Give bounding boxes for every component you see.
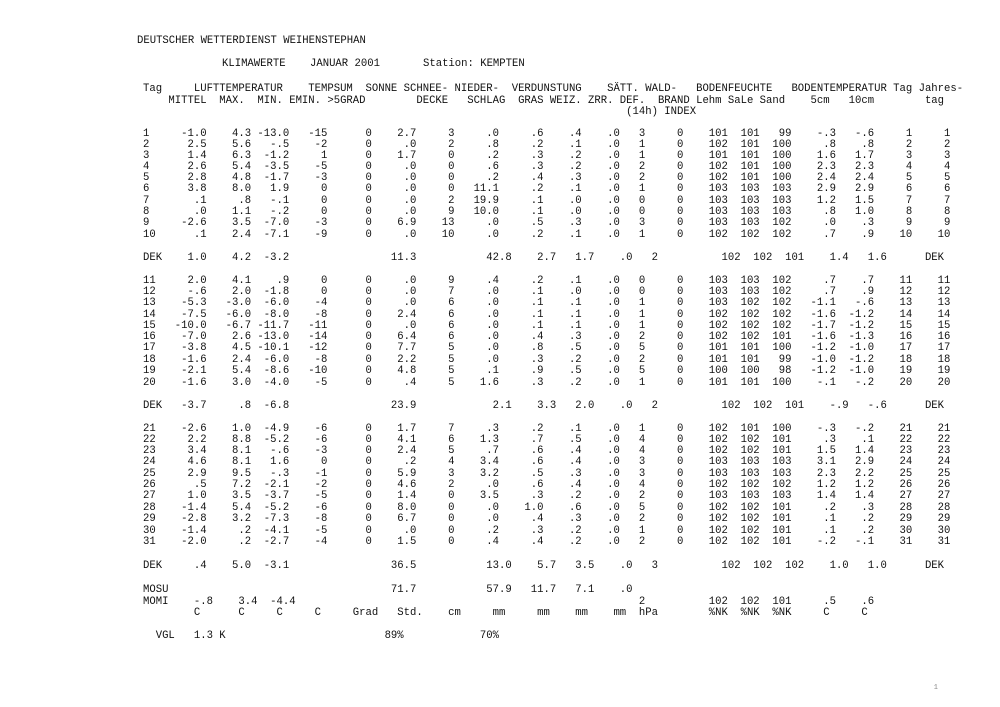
table-row: 7 .1 .8 -.1 0 0 .0 2 19.9 .1 .0 .0 0 0 1… (143, 195, 951, 207)
table-row: 30 -1.4 .2 -4.1 -5 0 .0 0 .2 .3 .2 .0 1 … (143, 525, 951, 537)
table-row: 20 -1.6 3.0 -4.0 -5 0 .4 5 1.6 .3 .2 .0 … (143, 377, 951, 389)
table-row: 28 -1.4 5.4 -5.2 -6 0 8.0 0 .0 1.0 .6 .0… (143, 502, 951, 514)
table-row: 6 3.8 8.0 1.9 0 0 .0 0 11.1 .2 .1 .0 1 0… (143, 183, 951, 195)
station-name: Station: KEMPTEN (423, 58, 525, 70)
table-row: 22 2.2 8.8 -5.2 -6 0 4.1 6 1.3 .7 .5 .0 … (143, 434, 951, 446)
table-row: 1 -1.0 4.3 -13.0 -15 0 2.7 3 .0 .6 .4 .0… (143, 128, 951, 140)
dekade-summary-row: DEK 1.0 4.2 -3.2 11.3 42.8 2.7 1.7 .0 2 … (143, 252, 945, 264)
table-row: 10 .1 2.4 -7.1 -9 0 .0 10 .0 .2 .1 .0 1 … (143, 229, 951, 241)
report-month: JANUAR 2001 (310, 58, 380, 70)
table-row: 9 -2.6 3.5 -7.0 -3 0 6.9 13 .0 .5 .3 .0 … (143, 217, 951, 229)
dekade-summary-row: DEK .4 5.0 -3.1 36.5 13.0 5.7 3.5 .0 3 1… (143, 560, 945, 572)
dekade-summary-row: DEK -3.7 .8 -6.8 23.9 2.1 3.3 2.0 .0 2 1… (143, 400, 945, 412)
table-row: 13 -5.3 -3.0 -6.0 -4 0 .0 6 .0 .1 .1 .0 … (143, 297, 951, 309)
table-row: 21 -2.6 1.0 -4.9 -6 0 1.7 7 .3 .2 .1 .0 … (143, 423, 951, 435)
month-mean-row: MOMI -.8 3.4 -4.4 2 102 102 101 .5 .6 (143, 596, 875, 608)
table-row: 2 2.5 5.6 -.5 -2 0 .0 2 .8 .2 .1 .0 1 0 … (143, 139, 951, 151)
table-header-row: (14h) INDEX (143, 106, 697, 118)
report-title: DEUTSCHER WETTERDIENST WEIHENSTEPHAN (137, 35, 366, 47)
table-row: 19 -2.1 5.4 -8.6 -10 0 4.8 5 .1 .9 .5 .0… (143, 365, 951, 377)
table-header-row: Tag LUFTTEMPERATUR TEMPSUM SONNE SCHNEE-… (143, 83, 964, 95)
table-row: 18 -1.6 2.4 -6.0 -8 0 2.2 5 .0 .3 .2 .0 … (143, 354, 951, 366)
table-row: 15 -10.0 -6.7 -11.7 -11 0 .0 6 .0 .1 .1 … (143, 320, 951, 332)
table-row: 3 1.4 6.3 -1.2 1 0 1.7 0 .2 .3 .2 .0 1 0… (143, 150, 951, 162)
month-sum-row: MOSU 71.7 57.9 11.7 7.1 .0 (143, 584, 633, 596)
table-row: 29 -2.8 3.2 -7.3 -8 0 6.7 0 .0 .4 .3 .0 … (143, 513, 951, 525)
comparison-row: VGL 1.3 K 89% 70% (143, 630, 500, 642)
report-subtitle: KLIMAWERTE (222, 58, 286, 70)
table-row: 11 2.0 4.1 .9 0 0 .0 9 .4 .2 .1 .0 0 0 1… (143, 275, 951, 287)
table-row: 23 3.4 8.1 -.6 -3 0 2.4 5 .7 .6 .4 .0 4 … (143, 445, 951, 457)
table-row: 8 .0 1.1 -.2 0 0 .0 9 10.0 .1 .0 .0 0 0 … (143, 206, 951, 218)
page-mark: 1‌‌ (933, 684, 938, 692)
table-row: 25 2.9 9.5 -.3 -1 0 5.9 3 3.2 .5 .3 .0 3… (143, 468, 951, 480)
table-row: 17 -3.8 4.5 -10.1 -12 0 7.7 5 .0 .8 .5 .… (143, 342, 951, 354)
table-row: 26 .5 7.2 -2.1 -2 0 4.6 2 .0 .6 .4 .0 4 … (143, 479, 951, 491)
table-header-row: MITTEL MAX. MIN. EMIN. >5GRAD DECKE SCHL… (143, 95, 945, 107)
units-row: C C C C Grad Std. cm mm mm mm mm hPa %NK… (143, 607, 868, 619)
table-row: 12 -.6 2.0 -1.8 0 0 .0 7 .0 .1 .0 .0 0 0… (143, 286, 951, 298)
table-row: 5 2.8 4.8 -1.7 -3 0 .0 0 .2 .4 .3 .0 2 0… (143, 172, 951, 184)
table-row: 4 2.6 5.4 -3.5 -5 0 .0 0 .6 .3 .2 .0 2 0… (143, 161, 951, 173)
table-row: 24 4.6 8.1 1.6 0 0 .2 4 3.4 .6 .4 .0 3 0… (143, 456, 951, 468)
table-row: 31 -2.0 .2 -2.7 -4 0 1.5 0 .4 .4 .2 .0 2… (143, 536, 951, 548)
table-row: 27 1.0 3.5 -3.7 -5 0 1.4 0 3.5 .3 .2 .0 … (143, 490, 951, 502)
table-row: 14 -7.5 -6.0 -8.0 -8 0 2.4 6 .0 .1 .1 .0… (143, 309, 951, 321)
table-row: 16 -7.0 2.6 -13.0 -14 0 6.4 6 .0 .4 .3 .… (143, 331, 951, 343)
